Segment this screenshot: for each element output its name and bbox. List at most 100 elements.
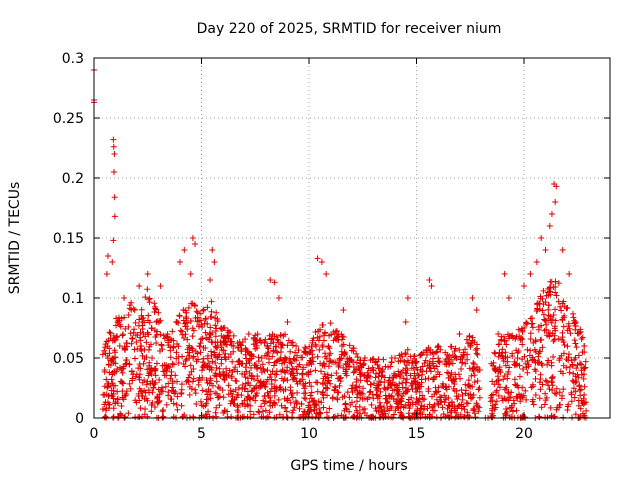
- data-point: [515, 348, 522, 355]
- data-point: [471, 372, 478, 379]
- data-point: [336, 375, 343, 382]
- data-point: [344, 389, 351, 396]
- data-point: [132, 373, 139, 380]
- data-point: [204, 413, 211, 420]
- data-point: [522, 360, 529, 367]
- data-point: [354, 353, 361, 360]
- data-point: [435, 343, 441, 349]
- data-point: [363, 377, 370, 384]
- data-point: [360, 385, 367, 392]
- data-point: [547, 404, 554, 411]
- data-point: [472, 346, 479, 353]
- data-point: [462, 346, 469, 353]
- data-point: [501, 271, 508, 277]
- data-point: [213, 309, 220, 316]
- y-tick-label: 0.15: [53, 231, 84, 247]
- data-point: [516, 373, 523, 380]
- data-point: [122, 346, 129, 353]
- data-point: [103, 405, 110, 412]
- data-point: [502, 362, 509, 369]
- x-tick-label: 20: [515, 426, 533, 442]
- data-point: [186, 371, 193, 378]
- data-point: [579, 410, 586, 417]
- data-point: [476, 404, 483, 411]
- data-point: [550, 338, 557, 345]
- data-point: [256, 385, 263, 392]
- data-point: [232, 377, 239, 384]
- data-point: [154, 394, 161, 401]
- data-point: [464, 356, 471, 363]
- data-point: [524, 346, 531, 353]
- data-point: [426, 358, 433, 365]
- data-point: [552, 289, 559, 296]
- data-point: [575, 352, 582, 359]
- data-point: [161, 372, 168, 379]
- data-point: [386, 393, 393, 400]
- data-point: [453, 409, 460, 416]
- data-point: [112, 382, 119, 389]
- data-point: [412, 359, 419, 366]
- data-point: [376, 370, 383, 377]
- data-point: [408, 359, 415, 366]
- data-point: [547, 291, 554, 298]
- data-point: [527, 335, 534, 342]
- y-tick-label: 0.2: [62, 171, 84, 187]
- data-point: [110, 332, 117, 339]
- data-point: [494, 373, 501, 380]
- data-point: [360, 361, 367, 368]
- data-point: [101, 347, 108, 354]
- data-point: [257, 365, 264, 372]
- data-point: [309, 413, 316, 420]
- data-point: [270, 347, 277, 354]
- data-point: [342, 360, 349, 367]
- data-point: [446, 360, 453, 367]
- data-point: [113, 322, 120, 329]
- data-point: [319, 322, 326, 329]
- data-point: [275, 295, 282, 301]
- data-point: [130, 371, 137, 378]
- data-point: [347, 401, 354, 408]
- data-point: [314, 388, 321, 395]
- data-point: [167, 354, 174, 361]
- data-point: [425, 388, 432, 395]
- data-point: [472, 414, 479, 421]
- data-point: [148, 408, 155, 415]
- data-point: [293, 343, 300, 349]
- data-point: [308, 383, 315, 390]
- data-point: [224, 327, 231, 334]
- data-point: [357, 410, 364, 417]
- data-point: [545, 302, 552, 309]
- data-point: [476, 366, 483, 373]
- data-point: [469, 337, 476, 344]
- data-point: [139, 326, 146, 333]
- data-point: [143, 381, 150, 388]
- data-point: [340, 364, 347, 371]
- data-point: [212, 370, 219, 377]
- data-point: [548, 319, 555, 326]
- data-point: [356, 371, 363, 378]
- data-point: [500, 376, 507, 383]
- data-point: [367, 381, 374, 388]
- data-point: [403, 388, 410, 395]
- data-point: [253, 365, 260, 372]
- data-point: [146, 359, 153, 366]
- data-point: [128, 299, 135, 306]
- data-point: [208, 348, 215, 355]
- data-point: [493, 398, 500, 405]
- data-point: [235, 384, 242, 391]
- data-point: [212, 339, 219, 346]
- data-point: [550, 353, 557, 360]
- data-point: [569, 377, 576, 384]
- data-point: [572, 320, 579, 327]
- data-point: [168, 337, 175, 344]
- data-point: [180, 360, 187, 367]
- data-point: [231, 396, 238, 403]
- y-tick-label: 0.05: [53, 351, 84, 367]
- data-point: [336, 382, 343, 389]
- data-point: [372, 359, 379, 366]
- data-point: [529, 383, 536, 390]
- data-point: [179, 413, 186, 420]
- data-point: [573, 344, 580, 351]
- data-point: [448, 356, 455, 363]
- data-point: [221, 324, 228, 331]
